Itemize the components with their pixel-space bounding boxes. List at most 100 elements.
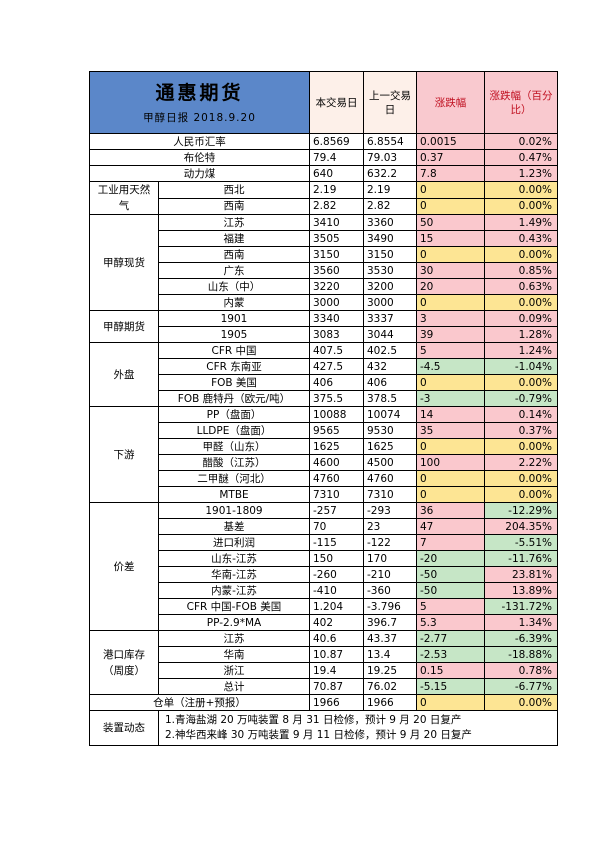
table-row: 浙江 19.4 19.25 0.15 0.78% bbox=[90, 662, 558, 679]
row-label: 山东-江苏 bbox=[158, 550, 310, 567]
current-value: -257 bbox=[309, 502, 364, 519]
previous-value: -122 bbox=[363, 534, 417, 551]
current-value: 427.5 bbox=[309, 358, 364, 375]
change-value: 50 bbox=[416, 214, 485, 231]
change-percent: -6.39% bbox=[484, 630, 558, 647]
change-value: -50 bbox=[416, 566, 485, 583]
previous-value: 3337 bbox=[363, 310, 417, 327]
device-status-row: 装置动态 1.青海盐湖 20 万吨装置 8 月 31 日检修，预计 9 月 20 … bbox=[89, 710, 558, 746]
row-label: CFR 中国-FOB 美国 bbox=[158, 598, 310, 615]
change-percent: 0.63% bbox=[484, 278, 558, 295]
change-value: 0 bbox=[416, 694, 485, 711]
previous-value: 3490 bbox=[363, 230, 417, 247]
row-label: 福建 bbox=[158, 230, 310, 247]
table-row: 基差 70 23 47 204.35% bbox=[90, 518, 558, 535]
previous-value: 3044 bbox=[363, 326, 417, 343]
row-label: 华南 bbox=[158, 646, 310, 663]
table-row: MTBE 7310 7310 0 0.00% bbox=[90, 486, 558, 503]
current-value: 375.5 bbox=[309, 390, 364, 407]
row-label: 浙江 bbox=[158, 662, 310, 679]
change-value: 5 bbox=[416, 598, 485, 615]
row-label: 动力煤 bbox=[89, 165, 310, 182]
change-percent: 0.02% bbox=[484, 133, 558, 150]
previous-value: -360 bbox=[363, 582, 417, 599]
row-label: CFR 东南亚 bbox=[158, 358, 310, 375]
row-label: 内蒙 bbox=[158, 294, 310, 311]
col-header-change-pct: 涨跌幅（百分比） bbox=[484, 71, 558, 134]
table-row: 福建 3505 3490 15 0.43% bbox=[90, 230, 558, 247]
previous-value: 2.19 bbox=[363, 181, 417, 199]
table-row: 华南-江苏 -260 -210 -50 23.81% bbox=[90, 566, 558, 583]
row-label: 基差 bbox=[158, 518, 310, 535]
row-label: FOB 美国 bbox=[158, 374, 310, 391]
previous-value: 79.03 bbox=[363, 149, 417, 166]
row-label: 内蒙-江苏 bbox=[158, 582, 310, 599]
change-percent: 0.00% bbox=[484, 294, 558, 311]
current-value: 79.4 bbox=[309, 149, 364, 166]
report-subtitle: 甲醇日报 2018.9.20 bbox=[143, 111, 256, 124]
current-value: 40.6 bbox=[309, 630, 364, 647]
change-percent: -18.88% bbox=[484, 646, 558, 663]
change-value: 0 bbox=[416, 197, 485, 215]
table-row: LLDPE（盘面） 9565 9530 35 0.37% bbox=[90, 422, 558, 439]
change-percent: 0.00% bbox=[484, 197, 558, 215]
change-percent: 1.24% bbox=[484, 342, 558, 359]
table-row: 港口库存（周度） 江苏 40.6 43.37 -2.77 -6.39% bbox=[89, 630, 558, 695]
change-percent: 0.43% bbox=[484, 230, 558, 247]
table-row: 进口利润 -115 -122 7 -5.51% bbox=[90, 534, 558, 551]
change-percent: 0.00% bbox=[484, 486, 558, 503]
table-row: FOB 鹿特丹（欧元/吨） 375.5 378.5 -3 -0.79% bbox=[90, 390, 558, 407]
table-row: 1905 3083 3044 39 1.28% bbox=[90, 326, 558, 343]
change-value: 35 bbox=[416, 422, 485, 439]
current-value: 3220 bbox=[309, 278, 364, 295]
current-value: -260 bbox=[309, 566, 364, 583]
change-percent: 1.23% bbox=[484, 165, 558, 182]
previous-value: 632.2 bbox=[363, 165, 417, 182]
table-row: 山东-江苏 150 170 -20 -11.76% bbox=[90, 550, 558, 567]
table-row: CFR 东南亚 427.5 432 -4.5 -1.04% bbox=[90, 358, 558, 375]
table-row: 山东（中） 3220 3200 20 0.63% bbox=[90, 278, 558, 295]
row-label: 1905 bbox=[158, 326, 310, 343]
row-label: 华南-江苏 bbox=[158, 566, 310, 583]
change-percent: 0.00% bbox=[484, 438, 558, 455]
previous-value: 432 bbox=[363, 358, 417, 375]
previous-value: 3000 bbox=[363, 294, 417, 311]
previous-value: 23 bbox=[363, 518, 417, 535]
current-value: 4760 bbox=[309, 470, 364, 487]
change-value: 0 bbox=[416, 181, 485, 199]
table-row: 内蒙 3000 3000 0 0.00% bbox=[90, 294, 558, 311]
previous-value: 4760 bbox=[363, 470, 417, 487]
row-label: 仓单（注册+预报） bbox=[89, 694, 310, 711]
previous-value: 170 bbox=[363, 550, 417, 567]
current-value: 7310 bbox=[309, 486, 364, 503]
group-label: 外盘 bbox=[89, 342, 159, 407]
change-value: -2.77 bbox=[416, 630, 485, 647]
table-row: 甲醇期货 1901 3340 3337 3 0.09% bbox=[89, 310, 558, 343]
change-percent: -1.04% bbox=[484, 358, 558, 375]
change-value: 7.8 bbox=[416, 165, 485, 182]
current-value: 10.87 bbox=[309, 646, 364, 663]
table-row: 广东 3560 3530 30 0.85% bbox=[90, 262, 558, 279]
previous-value: 76.02 bbox=[363, 678, 417, 695]
table-row: FOB 美国 406 406 0 0.00% bbox=[90, 374, 558, 391]
change-value: 39 bbox=[416, 326, 485, 343]
row-label: 进口利润 bbox=[158, 534, 310, 551]
change-value: 0.15 bbox=[416, 662, 485, 679]
table-row: 仓单（注册+预报） 1966 1966 0 0.00% bbox=[89, 694, 558, 711]
table-row: 下游 PP（盘面） 10088 10074 14 0.14% bbox=[89, 406, 558, 503]
current-value: 3083 bbox=[309, 326, 364, 343]
change-percent: 0.09% bbox=[484, 310, 558, 327]
change-percent: 0.00% bbox=[484, 374, 558, 391]
row-label: 1901-1809 bbox=[158, 502, 310, 519]
current-value: 3000 bbox=[309, 294, 364, 311]
previous-value: 3530 bbox=[363, 262, 417, 279]
change-value: 5.3 bbox=[416, 614, 485, 631]
previous-value: -210 bbox=[363, 566, 417, 583]
row-label: 西南 bbox=[158, 197, 310, 215]
change-value: 0 bbox=[416, 486, 485, 503]
table-row: 总计 70.87 76.02 -5.15 -6.77% bbox=[90, 678, 558, 695]
change-percent: 0.14% bbox=[484, 406, 558, 423]
previous-value: -293 bbox=[363, 502, 417, 519]
group-label: 甲醇现货 bbox=[89, 214, 159, 311]
change-value: 0 bbox=[416, 246, 485, 263]
